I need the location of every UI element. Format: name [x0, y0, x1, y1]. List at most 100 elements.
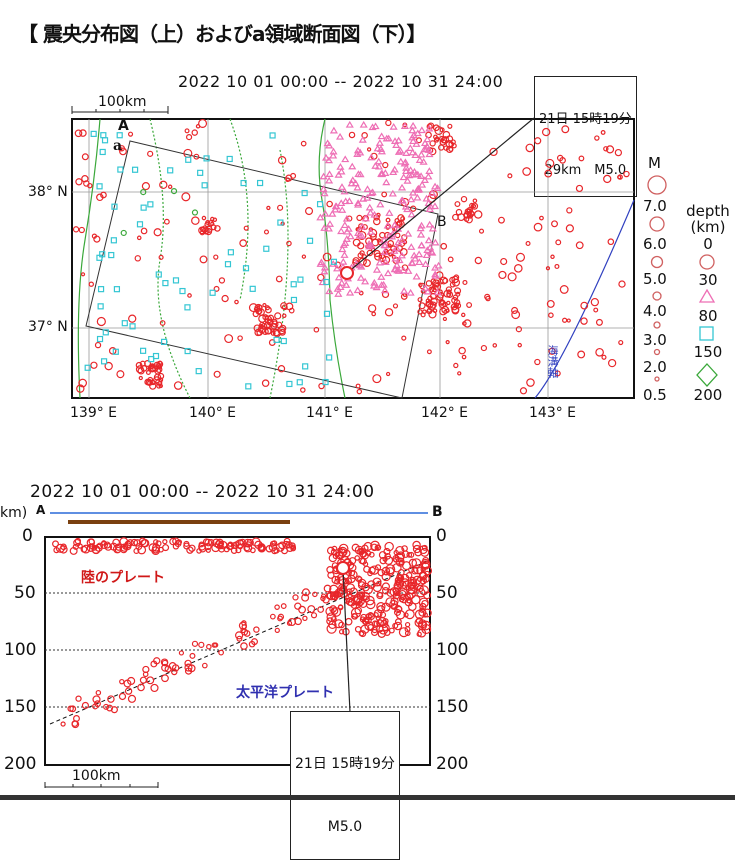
epicenter-mark — [428, 286, 435, 293]
lon-tick-142: 142° E — [421, 405, 469, 421]
epicenter-mark — [107, 695, 115, 703]
epicenter-mark — [341, 239, 350, 247]
epicenter-mark — [391, 254, 400, 262]
epicenter-mark — [370, 543, 379, 552]
epicenter-mark — [375, 139, 384, 146]
epicenter-mark — [53, 547, 60, 554]
plate-boundary-line — [49, 559, 431, 725]
epicenter-mark — [184, 304, 191, 311]
epicenter-mark — [407, 582, 416, 590]
epicenter-mark — [331, 575, 340, 585]
epicenter-mark — [201, 215, 207, 221]
epicenter-mark — [323, 584, 332, 593]
epicenter-mark — [74, 129, 83, 138]
epicenter-mark — [188, 544, 196, 552]
epicenter-mark — [211, 642, 218, 648]
epicenter-mark — [331, 205, 340, 213]
epicenter-mark — [118, 692, 127, 701]
epicenter-mark — [336, 283, 345, 291]
epicenter-mark — [181, 192, 191, 202]
epicenter-mark — [618, 339, 624, 346]
epicenter-mark — [78, 226, 85, 234]
epicenter-mark — [440, 242, 448, 250]
epicenter-mark — [398, 561, 404, 567]
epicenter-mark — [406, 598, 412, 604]
epicenter-mark — [198, 544, 207, 553]
epicenter-mark — [554, 370, 561, 377]
epicenter-mark — [350, 607, 362, 618]
epicenter-mark — [407, 602, 417, 612]
epicenter-mark — [155, 540, 162, 547]
epicenter-mark — [371, 311, 377, 317]
epicenter-mark — [357, 262, 366, 270]
epicenter-mark — [393, 581, 402, 590]
epicenter-mark — [372, 577, 382, 587]
epicenter-mark — [52, 540, 60, 548]
epicenter-mark — [159, 320, 166, 326]
epicenter-mark — [90, 130, 97, 137]
epicenter-mark — [358, 630, 365, 637]
land-plate-label: 陸のプレート — [81, 570, 165, 586]
epicenter-mark — [394, 136, 403, 144]
epicenter-mark — [96, 183, 103, 190]
epicenter-mark — [337, 546, 348, 557]
epicenter-mark — [422, 194, 431, 202]
epicenter-mark — [302, 615, 308, 622]
epicenter-mark — [290, 172, 297, 179]
epicenter-mark — [316, 213, 325, 221]
epicenter-mark — [377, 569, 385, 577]
trench-label: 海溝軸 — [546, 345, 559, 378]
epicenter-mark — [420, 139, 430, 147]
epicenter-mark — [338, 629, 345, 635]
epicenter-mark — [141, 182, 151, 191]
epicenter-mark — [392, 303, 399, 309]
epicenter-mark — [323, 310, 331, 317]
epicenter-mark — [147, 201, 154, 208]
epicenter-mark — [408, 126, 417, 134]
epicenter-mark — [79, 129, 87, 137]
epicenter-mark — [460, 195, 468, 203]
epicenter-mark — [346, 288, 355, 296]
epicenter-mark — [92, 703, 99, 710]
epicenter-mark — [379, 557, 387, 565]
epicenter-mark — [263, 229, 269, 235]
epicenter-mark — [356, 274, 366, 281]
epicenter-mark — [421, 620, 431, 631]
map-period: 2022 10 01 00:00 -- 2022 10 31 24:00 — [178, 72, 504, 91]
epicenter-mark — [320, 593, 327, 599]
epicenter-mark — [417, 241, 426, 249]
epicenter-mark — [342, 578, 349, 585]
epicenter-mark — [101, 137, 109, 144]
epicenter-mark — [139, 347, 147, 354]
epicenter-mark — [271, 540, 278, 547]
section-callout-line1: 21日 15時19分 — [295, 756, 395, 772]
epicenter-mark — [201, 662, 208, 669]
epicenter-mark — [454, 201, 461, 208]
epicenter-mark — [277, 365, 286, 373]
epicenter-mark — [390, 221, 399, 228]
epicenter-mark — [264, 305, 270, 311]
epicenter-mark — [108, 347, 117, 355]
epicenter-mark — [562, 317, 568, 323]
epicenter-mark — [421, 284, 430, 291]
epicenter-mark — [354, 200, 363, 208]
lon-tick-143: 143° E — [529, 405, 577, 421]
epicenter-mark — [373, 620, 381, 628]
epicenter-mark — [322, 378, 329, 386]
epicenter-mark — [513, 264, 523, 273]
epicenter-mark — [522, 167, 532, 176]
epicenter-mark — [425, 280, 433, 287]
epicenter-mark — [214, 225, 221, 232]
epicenter-mark — [237, 335, 243, 341]
epicenter-mark — [137, 683, 145, 692]
epicenter-mark — [421, 260, 430, 268]
epicenter-mark — [412, 584, 418, 590]
epicenter-mark — [337, 604, 344, 611]
epicenter-mark — [374, 157, 383, 165]
epicenter-mark — [393, 266, 402, 274]
legend-m-05: 0.5 — [643, 386, 667, 404]
epicenter-mark — [146, 676, 155, 685]
epicenter-mark — [365, 203, 374, 211]
epicenter-mark — [472, 198, 478, 204]
epicenter-mark — [375, 258, 384, 266]
